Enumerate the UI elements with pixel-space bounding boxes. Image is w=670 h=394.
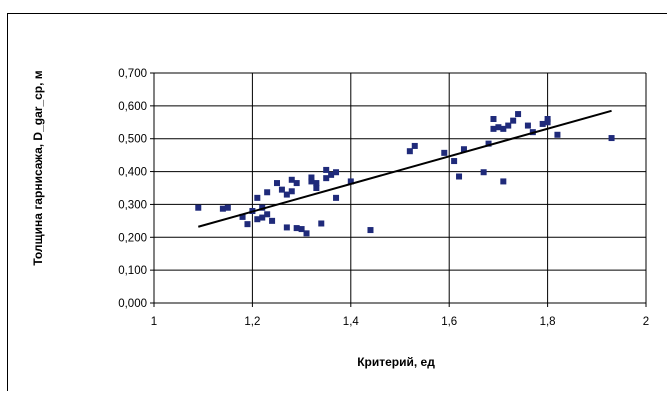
data-point — [456, 173, 463, 180]
data-point — [544, 119, 551, 126]
data-point — [278, 186, 285, 193]
data-point — [347, 178, 354, 185]
data-point — [293, 225, 300, 232]
tick-labels: 0,000 0,100 0,200 0,300 0,400 0,500 0,600 0,700… — [118, 68, 649, 328]
data-point — [406, 148, 413, 155]
data-point — [500, 125, 507, 132]
data-point — [254, 216, 261, 223]
data-point — [308, 174, 315, 181]
data-point — [505, 122, 512, 129]
data-point — [224, 204, 231, 211]
data-point — [460, 146, 467, 153]
data-point — [495, 124, 502, 131]
data-point — [544, 116, 551, 122]
data-point — [323, 175, 330, 182]
data-point — [318, 220, 325, 227]
x-tick-label: 1 — [151, 316, 157, 328]
data-point — [333, 169, 340, 176]
data-point — [308, 178, 315, 185]
data-point — [313, 185, 320, 191]
data-point — [328, 171, 335, 178]
data-point — [288, 188, 295, 195]
data-point — [274, 180, 280, 187]
y-axis-label: Толщина гарнисажа, D_gar_ср, м — [31, 70, 45, 265]
data-point — [283, 224, 290, 231]
x-tick-label: 2 — [643, 316, 649, 328]
data-point — [259, 214, 266, 221]
data-point — [515, 111, 522, 118]
data-point — [313, 180, 320, 187]
data-point — [485, 140, 492, 147]
y-tick-label: 0,400 — [118, 167, 147, 179]
data-point — [539, 120, 546, 127]
data-point — [490, 116, 497, 122]
data-point — [608, 135, 615, 142]
x-axis-label: Критерий, ед — [357, 355, 435, 369]
data-point — [239, 213, 246, 220]
grid — [154, 72, 647, 303]
x-tick-label: 1,2 — [244, 316, 260, 328]
data-point — [288, 176, 295, 183]
axes — [150, 72, 647, 307]
data-point — [524, 122, 531, 129]
data-point — [244, 221, 251, 228]
trendline-line — [198, 109, 612, 228]
data-points — [195, 111, 615, 237]
y-tick-label: 0,000 — [118, 298, 147, 310]
data-point — [293, 180, 300, 187]
data-point — [283, 191, 290, 198]
data-point — [441, 149, 448, 156]
x-tick-label: 1,8 — [540, 316, 556, 328]
y-tick-label: 0,500 — [118, 134, 147, 146]
trendline — [198, 109, 612, 228]
data-point — [510, 117, 517, 124]
data-point — [554, 131, 561, 138]
data-point — [367, 227, 374, 234]
y-tick-label: 0,300 — [118, 199, 147, 211]
data-point — [264, 211, 271, 218]
data-point — [411, 142, 418, 149]
chart-frame — [7, 13, 667, 391]
data-point — [323, 166, 330, 173]
data-point — [451, 158, 458, 165]
y-tick-label: 0,700 — [118, 68, 147, 80]
y-tick-label: 0,100 — [118, 265, 147, 277]
data-point — [303, 230, 310, 237]
data-point — [298, 226, 305, 233]
x-tick-label: 1,6 — [441, 316, 457, 328]
data-point — [480, 169, 487, 176]
x-tick-label: 1,4 — [343, 316, 360, 328]
y-tick-label: 0,200 — [118, 232, 147, 244]
data-point — [259, 204, 266, 211]
data-point — [500, 178, 507, 185]
data-point — [490, 125, 497, 132]
y-tick-label: 0,600 — [118, 101, 147, 113]
data-point — [219, 205, 226, 212]
data-point — [264, 189, 271, 196]
data-point — [254, 194, 261, 201]
data-point — [269, 217, 276, 224]
data-point — [195, 204, 202, 211]
data-point — [333, 194, 340, 201]
